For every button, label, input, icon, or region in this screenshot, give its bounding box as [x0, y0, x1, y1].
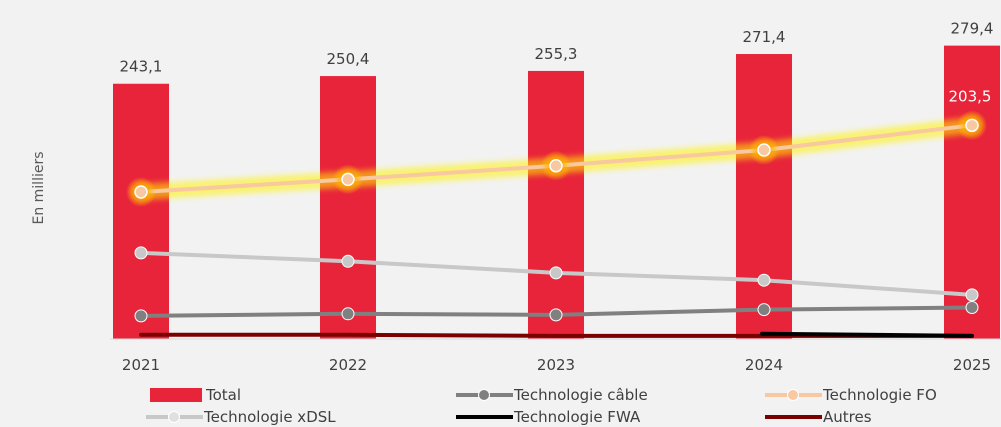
legend-label-xdsl: Technologie xDSL	[203, 408, 336, 426]
x-tick-2023: 2023	[537, 356, 575, 374]
legend-marker-fo	[787, 389, 799, 401]
fo-last-value-label: 203,5	[949, 87, 992, 105]
legend-item-cable: Technologie câble	[456, 386, 648, 404]
legend-item-xdsl: Technologie xDSL	[146, 408, 336, 426]
marker-technologie-c-ble-2021	[134, 309, 148, 323]
bar-value-label-2024: 271,4	[743, 28, 786, 46]
legend-marker-xdsl	[168, 411, 180, 423]
marker-technologie-c-ble-2022	[341, 307, 355, 321]
x-tick-2021: 2021	[122, 356, 160, 374]
bar-total-2023	[528, 70, 584, 339]
marker-technologie-fo-2024	[757, 143, 771, 157]
marker-technologie-fo-2025	[965, 118, 979, 133]
marker-technologie-xdsl-2022	[341, 254, 355, 268]
legend-item-fo: Technologie FO	[765, 386, 937, 404]
y-axis-title: En milliers	[31, 151, 47, 224]
marker-technologie-fo-2023	[549, 159, 563, 173]
bar-value-label-2025: 279,4	[951, 20, 994, 38]
line-technologie-fwa	[760, 331, 974, 338]
legend-label-fwa: Technologie FWA	[513, 408, 641, 426]
bar-value-label-2023: 255,3	[535, 45, 578, 63]
marker-technologie-xdsl-2021	[134, 246, 148, 260]
legend-item-fwa: Technologie FWA	[456, 408, 641, 426]
marker-technologie-xdsl-2024	[757, 273, 771, 287]
marker-technologie-fo-2022	[341, 172, 355, 187]
legend-marker-cable	[478, 389, 490, 401]
legend-label-autres: Autres	[823, 408, 872, 426]
legend-swatch-total	[150, 388, 202, 402]
x-tick-2022: 2022	[329, 356, 367, 374]
marker-technologie-fo-2021	[134, 185, 148, 199]
marker-technologie-c-ble-2025	[965, 301, 979, 314]
bar-value-label-2022: 250,4	[327, 50, 370, 68]
marker-technologie-c-ble-2023	[549, 308, 563, 322]
legend-item-autres: Autres	[765, 408, 872, 426]
legend-label-cable: Technologie câble	[513, 386, 648, 404]
x-tick-2024: 2024	[745, 356, 783, 374]
x-tick-2025: 2025	[953, 356, 991, 374]
labels-layer: 243,1 250,4 255,3 271,4 279,4 203,5	[120, 20, 994, 106]
marker-technologie-xdsl-2023	[549, 266, 563, 280]
bar-value-label-2021: 243,1	[120, 58, 163, 76]
bar-total-2024	[736, 54, 792, 339]
marker-technologie-c-ble-2024	[757, 303, 771, 317]
lines-layer	[126, 110, 987, 338]
legend: Total Technologie câble Technologie FO Tech…	[146, 386, 937, 426]
bar-total-2021	[113, 83, 169, 340]
x-axis-ticks: 2021 2022 2023 2024 2025	[110, 338, 1001, 374]
legend-item-total: Total	[150, 386, 241, 404]
legend-label-total: Total	[205, 386, 241, 404]
marker-technologie-xdsl-2025	[965, 288, 979, 302]
bar-total-2022	[320, 76, 376, 339]
legend-label-fo: Technologie FO	[822, 386, 937, 404]
